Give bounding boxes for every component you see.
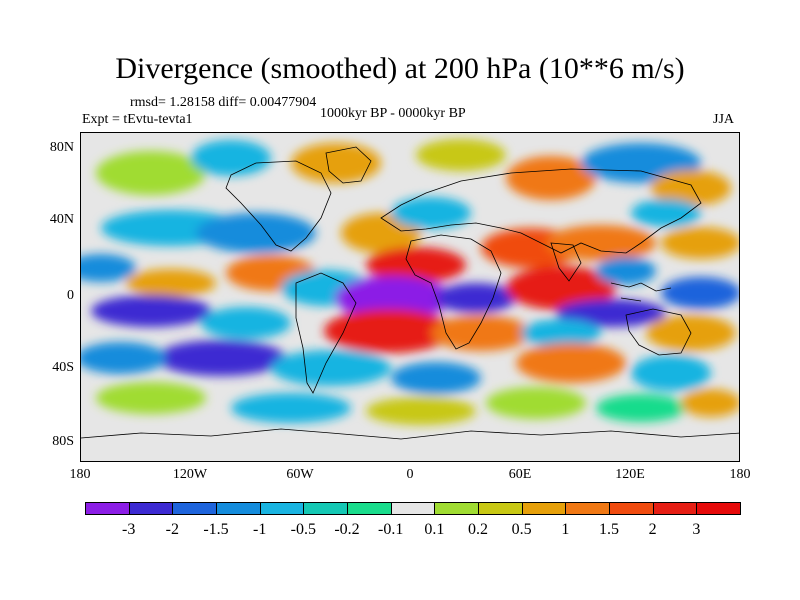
colorbar-swatch <box>303 502 348 515</box>
colorbar-swatch <box>216 502 261 515</box>
colorbar-label: -1 <box>252 521 267 538</box>
colorbar-swatch <box>565 502 610 515</box>
colorbar-swatch <box>85 502 130 515</box>
colorbar-label: 1 <box>561 521 570 538</box>
latitude-tick-label: 80S <box>52 434 74 449</box>
colorbar-swatch <box>347 502 392 515</box>
colorbar-label: -0.1 <box>377 521 404 538</box>
colorbar-swatch <box>259 502 305 515</box>
longitude-tick-label: 180 <box>69 467 91 482</box>
latitude-tick-label: 40S <box>52 360 74 375</box>
colorbar-swatch <box>696 502 741 515</box>
longitude-tick-label: 60E <box>508 467 532 482</box>
colorbar-swatch <box>434 502 479 515</box>
colorbar-label: 0.1 <box>424 521 445 538</box>
experiment-label: Expt = tEvtu-tevta1 <box>82 112 193 127</box>
stats-label: rmsd= 1.28158 diff= 0.00477904 <box>130 95 317 110</box>
coastlines <box>81 146 739 440</box>
colorbar-swatch <box>172 502 217 515</box>
latitude-tick-label: 0 <box>67 288 74 303</box>
latitude-tick-label: 80N <box>49 140 74 155</box>
colorbar-label: -0.2 <box>334 521 360 538</box>
longitude-tick-label: 120E <box>615 467 645 482</box>
longitude-tick-label: 60W <box>286 467 314 482</box>
longitude-tick-label: 180 <box>729 467 751 482</box>
colorbar-label: 0.5 <box>511 521 532 538</box>
colorbar-label: -0.5 <box>290 521 316 538</box>
colorbar-swatch <box>478 502 523 515</box>
colorbar-swatch <box>390 502 436 515</box>
colorbar-swatch <box>128 502 174 515</box>
longitude-tick-label: 0 <box>406 467 414 482</box>
colorbar-swatch <box>521 502 567 515</box>
colorbar-swatch <box>609 502 654 515</box>
colorbar-label: -3 <box>121 521 136 538</box>
colorbar-label: 2 <box>648 521 657 538</box>
colorbar-swatch <box>652 502 698 515</box>
colorbar-label: -1.5 <box>203 521 229 538</box>
divergence-field <box>81 133 739 461</box>
latitude-tick-label: 40N <box>49 212 74 227</box>
colorbar-label: 3 <box>692 521 701 538</box>
colorbar-label: -2 <box>165 521 179 538</box>
period-label: 1000kyr BP - 0000kyr BP <box>320 106 466 121</box>
colorbar-label: 0.2 <box>468 521 488 538</box>
season-label: JJA <box>713 112 735 127</box>
map-title: Divergence (smoothed) at 200 hPa (10**6 … <box>115 52 685 85</box>
colorbar-label: 1.5 <box>599 521 619 538</box>
longitude-tick-label: 120W <box>172 467 208 482</box>
map-panel <box>80 132 740 462</box>
